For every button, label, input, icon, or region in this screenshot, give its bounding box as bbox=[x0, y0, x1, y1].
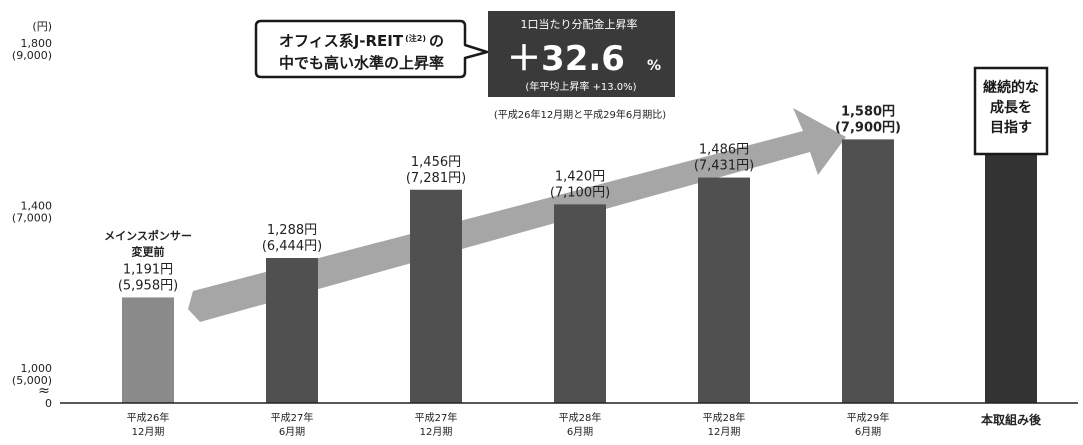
callout-line1: オフィス系J-REIT (注2) の bbox=[279, 32, 444, 50]
highlight-title: 1口当たり分配金上昇率 bbox=[521, 17, 638, 31]
bar-value-label: 1,456円 bbox=[411, 155, 461, 170]
highlight-footnote: (平成26年12月期と平成29年6月期比) bbox=[494, 108, 666, 121]
y-tick-sublabel: (9,000) bbox=[12, 49, 52, 62]
final-callout-line: 継続的な bbox=[983, 79, 1039, 96]
bar bbox=[266, 258, 318, 403]
x-category-label: 平成28年 bbox=[559, 411, 602, 424]
bar-value-sublabel: (6,444円) bbox=[262, 239, 322, 254]
callout-line2: 中でも高い水準の上昇率 bbox=[279, 54, 444, 72]
growth-arrow bbox=[188, 108, 846, 322]
callout-line1-suffix: の bbox=[429, 32, 444, 50]
x-category-sublabel: 6月期 bbox=[855, 426, 881, 438]
final-callout-line: 成長を bbox=[990, 99, 1032, 116]
x-category-sublabel: 12月期 bbox=[420, 426, 453, 438]
bar-pre-label: 変更前 bbox=[132, 244, 165, 258]
callout-note: (注2) bbox=[405, 33, 426, 43]
x-category-label: 平成28年 bbox=[703, 411, 746, 424]
bar-value-label: 1,288円 bbox=[267, 223, 317, 238]
x-category-label: 平成29年 bbox=[847, 411, 890, 424]
bars-layer bbox=[122, 139, 1037, 403]
x-category-label: 平成27年 bbox=[415, 411, 458, 424]
bar-value-label: 1,420円 bbox=[555, 169, 605, 184]
bar bbox=[985, 139, 1037, 403]
y-tick-label: 1,000 bbox=[21, 362, 53, 375]
bar-value-sublabel: (7,281円) bbox=[406, 171, 466, 186]
x-category-sublabel: 6月期 bbox=[279, 426, 305, 438]
y-zero-label: 0 bbox=[45, 397, 52, 410]
growth-arrow-layer bbox=[188, 108, 846, 322]
bar-value-sublabel: (7,431円) bbox=[694, 159, 754, 174]
y-tick-label: 1,400 bbox=[21, 200, 53, 213]
x-category-sublabel: 6月期 bbox=[567, 426, 593, 438]
x-category-sublabel: 12月期 bbox=[132, 426, 165, 438]
bar-value-sublabel: (7,100円) bbox=[550, 185, 610, 200]
highlight-value-unit: % bbox=[647, 58, 661, 74]
bar-value-sublabel: (7,900円) bbox=[835, 120, 901, 135]
callout-line1-text: オフィス系J-REIT bbox=[279, 32, 404, 50]
y-tick-sublabel: (7,000) bbox=[12, 212, 52, 225]
x-category-label: 平成26年 bbox=[127, 411, 170, 424]
highlight-box: 1口当たり分配金上昇率 ＋32.6 % (年平均上昇率 +13.0%) bbox=[488, 11, 675, 97]
y-tick-sublabel: (5,000) bbox=[12, 374, 52, 387]
highlight-sub: (年平均上昇率 +13.0%) bbox=[525, 80, 636, 93]
bar bbox=[554, 204, 606, 403]
bar-pre-label: メインスポンサー bbox=[104, 228, 192, 242]
callout-bubble-shape bbox=[254, 19, 489, 79]
highlight-value: ＋32.6 bbox=[507, 39, 625, 79]
x-category-sublabel: 12月期 bbox=[708, 426, 741, 438]
bar bbox=[842, 139, 894, 403]
bar bbox=[122, 297, 174, 403]
callout-bubble: オフィス系J-REIT (注2) の 中でも高い水準の上昇率 bbox=[254, 19, 489, 79]
bar bbox=[698, 177, 750, 403]
axis-break-symbol: ≈ bbox=[38, 383, 50, 399]
highlight-box-bg bbox=[488, 11, 675, 97]
final-callout-line: 目指す bbox=[990, 119, 1032, 136]
bar-value-label: 1,580円 bbox=[841, 104, 895, 119]
bar-value-sublabel: (5,958円) bbox=[118, 278, 178, 293]
x-category-label: 本取組み後 bbox=[981, 412, 1042, 427]
y-axis-unit: (円) bbox=[32, 20, 52, 33]
bar-value-label: 1,486円 bbox=[699, 143, 749, 158]
y-tick-label: 1,800 bbox=[21, 37, 53, 50]
x-category-label: 平成27年 bbox=[271, 411, 314, 424]
bar bbox=[410, 189, 462, 403]
axis-layer: (円) 1,800(9,000) 1,400(7,000) 1,000(5,000)… bbox=[12, 20, 1078, 410]
final-callout-box bbox=[973, 66, 1049, 156]
bar-value-label: 1,191円 bbox=[123, 262, 173, 277]
